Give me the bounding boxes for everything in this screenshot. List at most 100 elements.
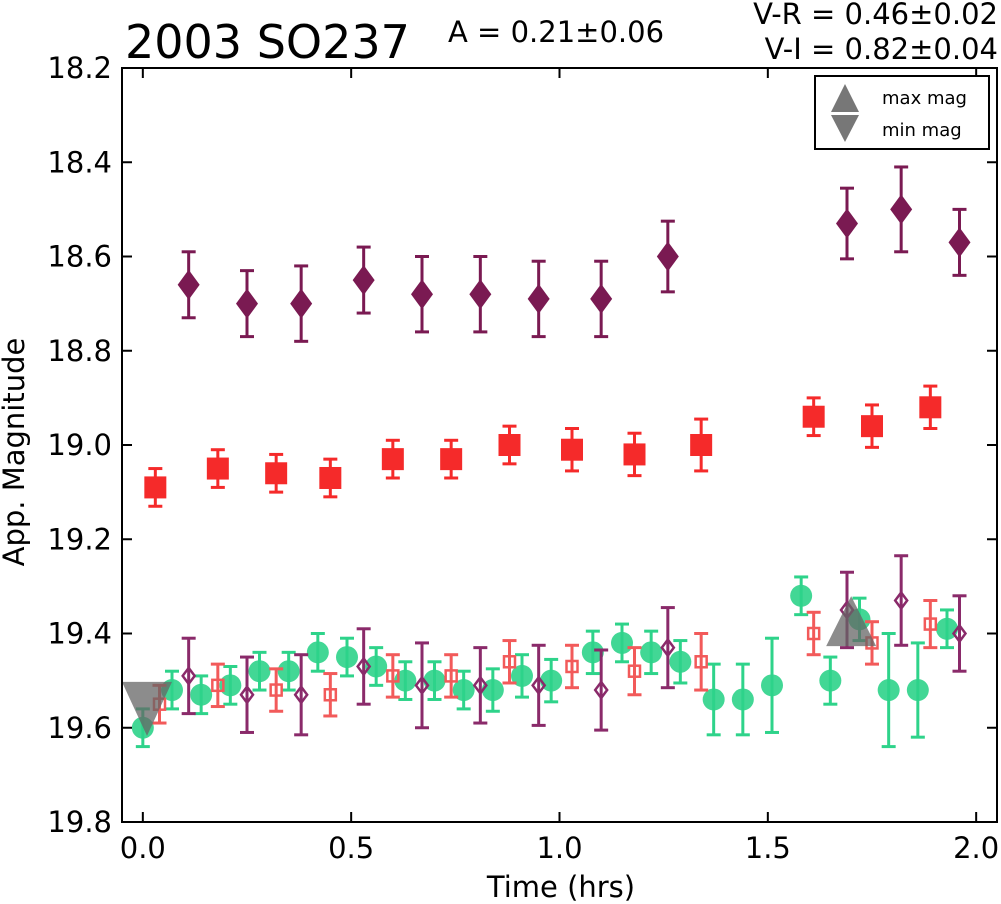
data-point — [414, 641, 430, 730]
data-point — [469, 255, 492, 334]
square-marker — [861, 415, 883, 438]
data-point — [177, 250, 200, 320]
data-point — [593, 648, 609, 732]
data-point — [144, 467, 167, 508]
data-point — [293, 653, 309, 737]
data-point — [290, 264, 313, 343]
data-point — [948, 207, 971, 277]
y-tick-label: 19.8 — [47, 805, 112, 839]
circle-marker — [790, 584, 813, 607]
data-point — [951, 594, 968, 673]
circle-marker — [365, 655, 388, 678]
diamond-marker — [593, 679, 609, 701]
square-marker — [627, 664, 642, 678]
legend-max-mag-label: max mag — [882, 88, 967, 109]
data-point — [890, 165, 913, 254]
data-point — [861, 403, 883, 449]
data-point — [565, 643, 579, 690]
data-point — [306, 632, 329, 673]
min-mag-marker — [122, 681, 172, 736]
square-marker — [806, 626, 821, 641]
square-marker — [802, 405, 825, 428]
square-marker — [565, 659, 579, 674]
square-marker — [690, 434, 713, 456]
circle-marker — [190, 683, 213, 706]
data-point — [561, 427, 583, 473]
diamond-marker — [356, 656, 372, 677]
diamond-marker — [527, 283, 550, 314]
data-point — [394, 660, 417, 701]
data-point — [893, 554, 909, 647]
data-point — [319, 457, 342, 499]
circle-marker — [702, 688, 725, 711]
diamond-marker — [290, 288, 313, 319]
data-point — [623, 431, 646, 478]
data-point — [472, 646, 488, 725]
data-point — [206, 448, 229, 489]
data-point — [540, 657, 563, 704]
diamond-marker — [177, 269, 200, 300]
data-point — [452, 669, 475, 711]
data-point — [702, 662, 725, 737]
extreme-markers — [122, 596, 877, 736]
data-point — [690, 417, 713, 473]
data-point — [669, 639, 692, 685]
circle-marker — [511, 664, 533, 687]
max-mag-marker — [826, 596, 877, 647]
data-point — [627, 646, 642, 697]
diamond-marker — [890, 194, 913, 225]
diamond-marker — [948, 227, 971, 258]
data-point — [498, 424, 521, 466]
circle-marker — [540, 669, 563, 692]
diamond-marker — [411, 279, 433, 310]
data-point — [411, 255, 433, 334]
data-point — [790, 575, 813, 617]
data-point — [365, 646, 388, 687]
data-point — [527, 259, 550, 339]
amplitude-text: A = 0.21±0.06 — [448, 15, 664, 49]
y-tick-label: 18.8 — [47, 334, 112, 368]
square-marker — [919, 396, 942, 419]
data-point — [190, 674, 213, 716]
diamond-marker — [293, 684, 309, 705]
data-point — [731, 662, 754, 737]
data-point — [236, 269, 258, 339]
chart-title: 2003 SO237 — [125, 15, 410, 69]
y-tick-label: 19.4 — [47, 617, 112, 651]
x-axis-label: Time (hrs) — [486, 870, 635, 904]
data-point — [444, 653, 459, 699]
square-marker — [498, 434, 521, 456]
data-point — [265, 452, 288, 494]
y-axis-label: App. Magnitude — [0, 338, 31, 567]
x-tick-label: 0.0 — [120, 831, 166, 865]
data-point — [277, 650, 300, 692]
data-point — [219, 664, 242, 706]
data-point — [581, 629, 604, 676]
y-tick-label: 18.4 — [47, 145, 112, 179]
circle-marker — [611, 631, 633, 654]
data-point — [381, 438, 404, 480]
circle-marker — [819, 669, 842, 692]
diamond-marker — [590, 283, 613, 314]
data-point — [923, 599, 938, 650]
diamond-marker — [893, 590, 909, 611]
data-point — [656, 219, 679, 294]
x-tick-label: 1.5 — [745, 831, 791, 865]
square-marker — [623, 443, 646, 466]
data-point — [660, 606, 676, 690]
axis-ticks: 0.0 0.5 1.0 1.5 2.0 18.2 18.4 18.6 18.8 19.0 19.2 1… — [47, 51, 999, 865]
square-marker — [211, 678, 225, 693]
diamond-marker — [469, 279, 492, 310]
data-point — [356, 627, 372, 706]
y-tick-label: 19.0 — [47, 428, 112, 462]
legend: max mag min mag — [814, 75, 990, 150]
data-point — [819, 655, 842, 706]
data-point — [936, 608, 958, 650]
data-point — [502, 639, 517, 685]
diamond-marker — [531, 675, 547, 696]
square-marker — [269, 683, 283, 697]
data-point — [694, 632, 709, 692]
circle-marker — [640, 641, 663, 664]
square-marker — [265, 462, 288, 485]
